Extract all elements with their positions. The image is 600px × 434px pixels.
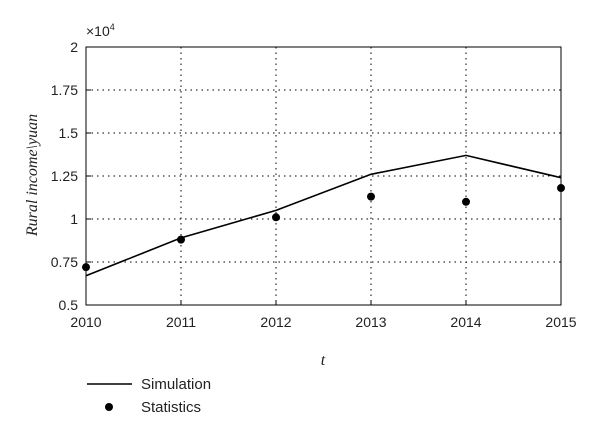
statistics-point xyxy=(272,213,280,222)
x-tick-label: 2012 xyxy=(260,314,291,330)
grid-lines xyxy=(86,47,561,305)
y-tick-labels: 0.5 0.75 1 1.25 1.5 1.75 2 xyxy=(51,39,78,313)
statistics-point xyxy=(557,184,565,193)
x-tick-label: 2015 xyxy=(545,314,576,330)
x-tick-label: 2014 xyxy=(450,314,481,330)
statistics-point xyxy=(367,192,375,201)
y-axis-title: Rural income\yuan xyxy=(24,114,41,237)
x-tick-label: 2013 xyxy=(355,314,386,330)
x-tick-label: 2010 xyxy=(70,314,101,330)
legend-label-simulation: Simulation xyxy=(141,376,211,393)
x-tick-labels: 2010 2011 2012 2013 2014 2015 xyxy=(70,314,576,330)
y-tick-label: 1.5 xyxy=(59,125,79,141)
statistics-point xyxy=(177,235,185,244)
legend: Simulation Statistics xyxy=(87,376,211,416)
y-axis-multiplier: ×104 xyxy=(86,22,115,39)
legend-label-statistics: Statistics xyxy=(141,399,201,416)
legend-marker-swatch xyxy=(105,403,113,411)
y-tick-label: 0.75 xyxy=(51,254,78,270)
y-tick-label: 1.75 xyxy=(51,82,78,98)
statistics-point xyxy=(82,263,90,272)
y-tick-label: 1.25 xyxy=(51,168,78,184)
statistics-point xyxy=(462,197,470,206)
y-tick-label: 2 xyxy=(70,39,78,55)
axis-ticks xyxy=(85,46,562,306)
x-axis-title: t xyxy=(321,352,326,369)
simulation-series-line xyxy=(85,154,562,277)
series-layer xyxy=(82,154,565,277)
y-tick-label: 1 xyxy=(70,211,78,227)
y-tick-label: 0.5 xyxy=(59,297,79,313)
x-tick-label: 2011 xyxy=(166,314,196,330)
